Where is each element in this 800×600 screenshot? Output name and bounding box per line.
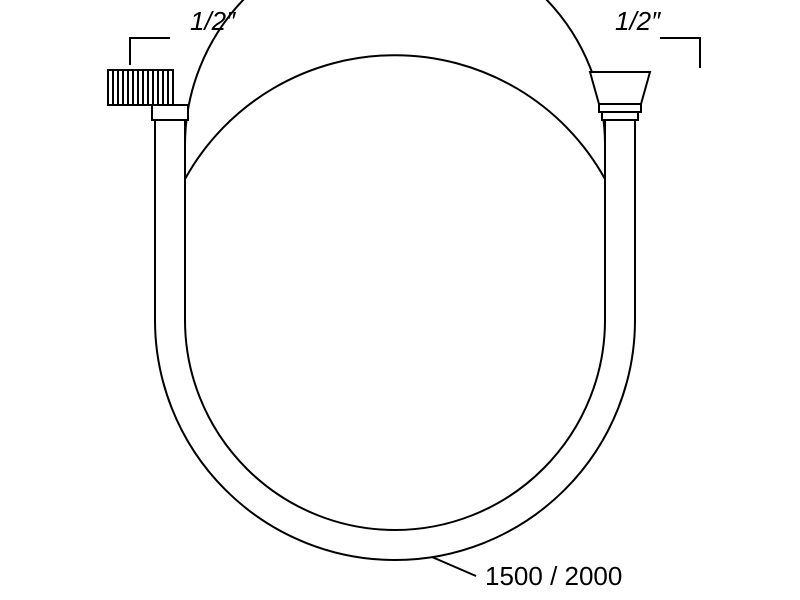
hose-diagram: 1/2″ 1/2″ 1500 / 2000	[0, 0, 800, 600]
hose-coil	[155, 0, 635, 560]
connector-left	[108, 70, 188, 120]
leader-right	[660, 38, 700, 68]
leader-left	[130, 38, 170, 65]
hose-stem-left	[155, 120, 185, 320]
label-left-connector: 1/2″	[190, 6, 236, 36]
leader-length	[432, 557, 476, 576]
hose-stem-right	[605, 120, 635, 320]
label-length: 1500 / 2000	[485, 561, 622, 591]
connector-right	[590, 72, 650, 120]
label-right-connector: 1/2″	[615, 6, 661, 36]
